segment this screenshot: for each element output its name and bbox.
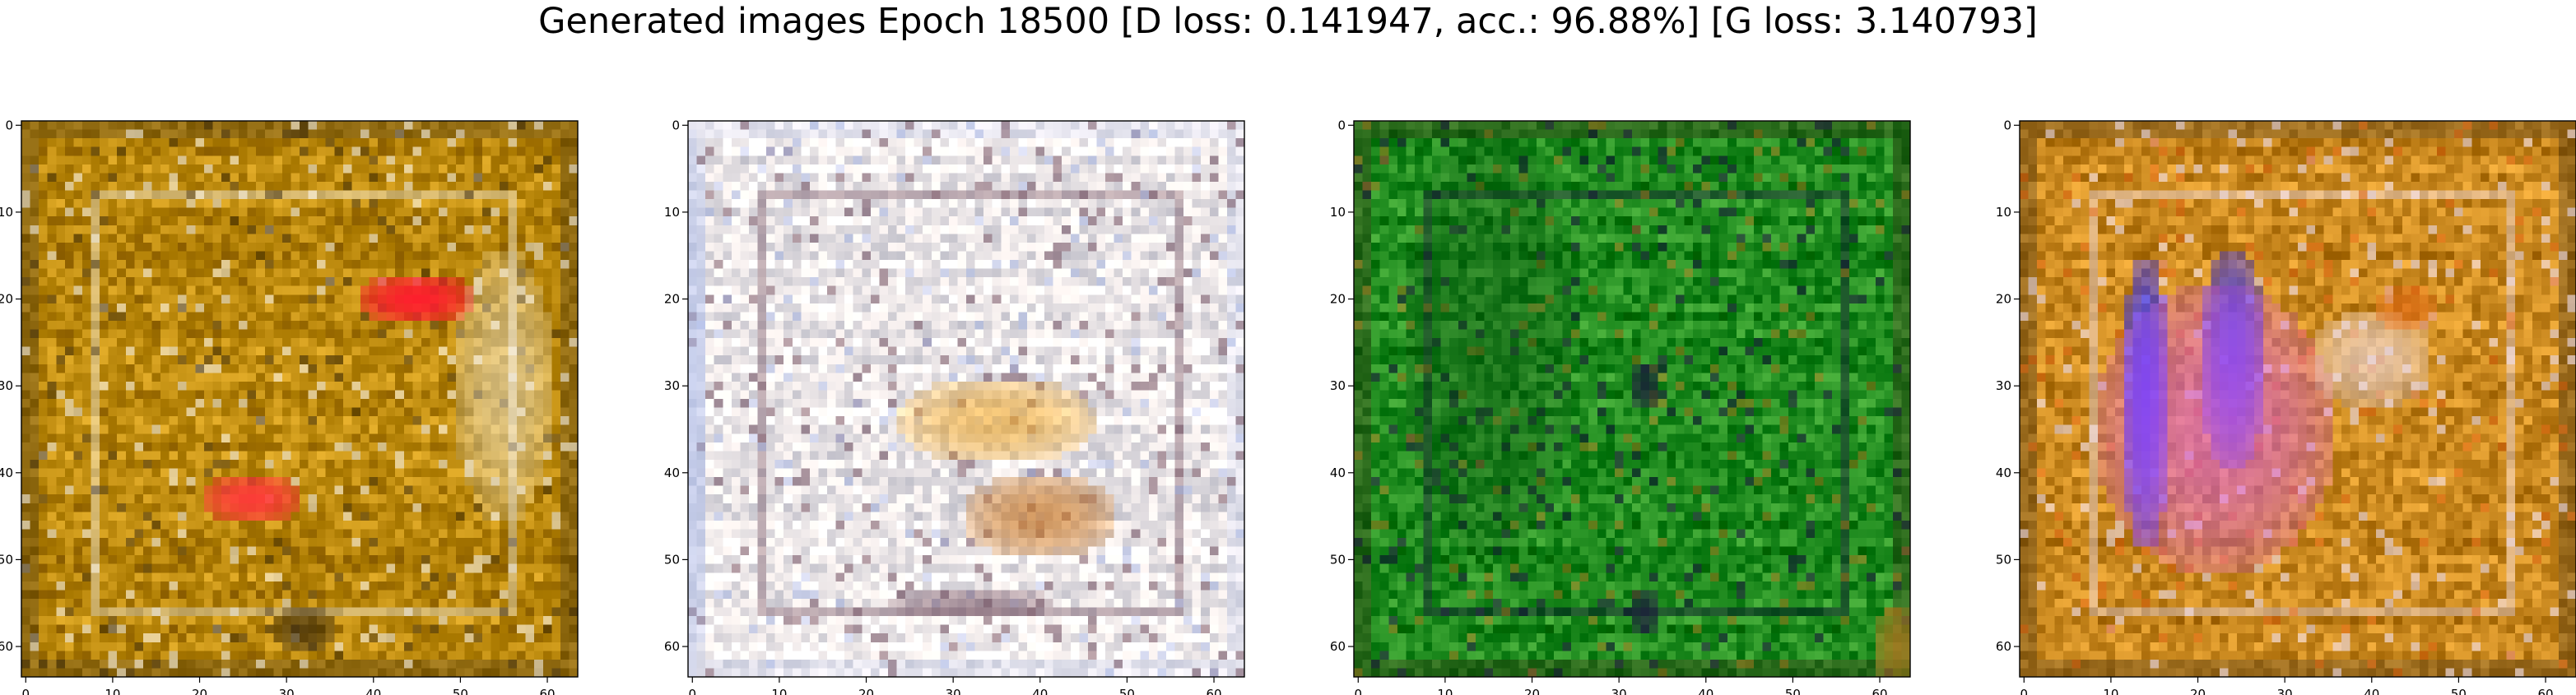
y-tick-label: 50 xyxy=(0,552,13,567)
image-panel-3: 0 10 20 30 40 50 60 0 10 20 30 40 50 60 xyxy=(1330,118,1910,695)
y-tick-label: 30 xyxy=(1330,378,1346,393)
y-tick-label: 40 xyxy=(1330,466,1346,480)
y-tick-label: 40 xyxy=(664,466,680,480)
x-tick-label: 10 xyxy=(1437,687,1453,695)
y-tick-label: 60 xyxy=(0,639,13,654)
x-tick-label: 10 xyxy=(105,687,120,695)
y-tick-label: 60 xyxy=(1996,639,2011,654)
y-tick-label: 10 xyxy=(664,205,680,220)
y-tick-label: 0 xyxy=(5,118,13,132)
y-tick-label: 10 xyxy=(1996,205,2011,220)
x-tick-label: 50 xyxy=(1785,687,1801,695)
image-pixels-2 xyxy=(688,121,1244,677)
y-tick-label: 40 xyxy=(1996,466,2011,480)
x-tick-label: 30 xyxy=(946,687,961,695)
x-tick-label: 40 xyxy=(365,687,381,695)
y-tick-label: 0 xyxy=(672,118,680,132)
y-tick-label: 50 xyxy=(1330,552,1346,567)
y-tick-label: 50 xyxy=(1996,552,2011,567)
x-tick-label: 20 xyxy=(192,687,207,695)
x-tick-label: 0 xyxy=(1355,687,1363,695)
y-tick-label: 10 xyxy=(1330,205,1346,220)
y-tick-label: 20 xyxy=(1996,292,2011,307)
x-tick-label: 0 xyxy=(2020,687,2029,695)
x-tick-label: 60 xyxy=(1206,687,1221,695)
x-tick-label: 30 xyxy=(1611,687,1627,695)
y-tick-label: 60 xyxy=(1330,639,1346,654)
y-tick-label: 20 xyxy=(664,292,680,307)
y-tick-label: 20 xyxy=(0,292,13,307)
x-tick-label: 20 xyxy=(1524,687,1540,695)
x-tick-label: 10 xyxy=(771,687,787,695)
x-tick-label: 60 xyxy=(539,687,555,695)
image-pixels-1 xyxy=(21,121,578,677)
x-tick-label: 40 xyxy=(1698,687,1713,695)
image-pixels-4 xyxy=(2020,121,2576,677)
x-tick-label: 50 xyxy=(2451,687,2467,695)
y-tick-label: 60 xyxy=(664,639,680,654)
x-tick-label: 10 xyxy=(2103,687,2118,695)
x-tick-label: 0 xyxy=(689,687,697,695)
y-tick-label: 0 xyxy=(2003,118,2011,132)
y-tick-label: 10 xyxy=(0,205,13,220)
x-tick-label: 50 xyxy=(1119,687,1135,695)
x-tick-label: 0 xyxy=(22,687,30,695)
x-tick-label: 30 xyxy=(279,687,295,695)
image-panel-2: 0 10 20 30 40 50 60 0 10 20 30 40 50 60 xyxy=(664,118,1244,695)
image-pixels-3 xyxy=(1354,121,1910,677)
x-tick-label: 20 xyxy=(858,687,874,695)
x-tick-label: 60 xyxy=(1872,687,1887,695)
y-tick-label: 50 xyxy=(664,552,680,567)
y-tick-label: 40 xyxy=(0,466,13,480)
x-tick-label: 20 xyxy=(2190,687,2206,695)
y-tick-label: 20 xyxy=(1330,292,1346,307)
y-tick-label: 30 xyxy=(664,378,680,393)
y-tick-label: 30 xyxy=(0,378,13,393)
x-tick-label: 30 xyxy=(2277,687,2293,695)
x-tick-label: 40 xyxy=(1032,687,1048,695)
y-tick-label: 0 xyxy=(1337,118,1346,132)
y-tick-label: 30 xyxy=(1996,378,2011,393)
x-tick-label: 60 xyxy=(2537,687,2553,695)
x-tick-label: 50 xyxy=(453,687,468,695)
image-panel-4: 0 10 20 30 40 50 60 0 10 20 30 40 50 60 xyxy=(1996,118,2576,695)
x-tick-label: 40 xyxy=(2364,687,2379,695)
image-panel-1: 0 10 20 30 40 50 60 0 10 20 30 40 50 60 xyxy=(0,118,578,695)
